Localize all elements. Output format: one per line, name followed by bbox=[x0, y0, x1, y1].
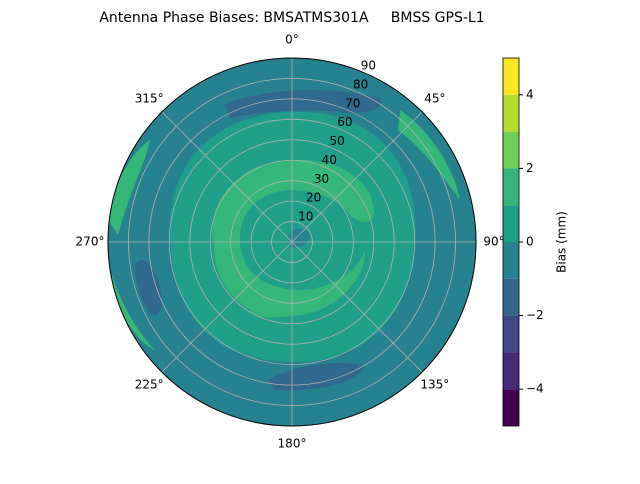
r-tick-label: 50 bbox=[329, 134, 344, 148]
grid-spoke bbox=[291, 111, 423, 243]
colorbar-band bbox=[503, 168, 519, 206]
r-tick-label: 80 bbox=[353, 77, 368, 91]
colorbar-band bbox=[503, 242, 519, 279]
colorbar-band bbox=[503, 389, 519, 426]
polar-frame bbox=[107, 57, 477, 427]
r-tick-label: 10 bbox=[298, 210, 313, 224]
colorbar-tick-label: 4 bbox=[526, 87, 534, 101]
r-tick-label: 30 bbox=[314, 172, 329, 186]
colorbar-tick-label: 0 bbox=[526, 235, 534, 249]
colorbar-band bbox=[503, 205, 519, 242]
colorbar-band bbox=[503, 315, 519, 353]
grid-spoke bbox=[161, 241, 293, 373]
colorbar-tick-label: −4 bbox=[526, 382, 544, 396]
r-tick-label: 20 bbox=[306, 191, 321, 205]
theta-tick-label: 135° bbox=[420, 377, 449, 391]
colorbar-tick-label: −2 bbox=[526, 308, 544, 322]
r-tick-label: 40 bbox=[322, 153, 337, 167]
theta-tick-label: 180° bbox=[278, 437, 307, 451]
contour-region bbox=[135, 260, 162, 316]
contour-region bbox=[108, 140, 150, 235]
r-tick-label: 90 bbox=[361, 59, 376, 73]
theta-tick-label: 270° bbox=[76, 235, 105, 249]
axes: 0° 45° 90° 135° 180° 225° 270° 315° 10 20 30 40 50 60… bbox=[76, 33, 505, 451]
theta-tick-label: 225° bbox=[135, 377, 164, 391]
contour-region bbox=[225, 89, 381, 118]
colorbar-band bbox=[503, 94, 519, 132]
colorbar-band bbox=[503, 58, 519, 95]
colorbar-band bbox=[503, 352, 519, 390]
colorbar-band bbox=[503, 278, 519, 316]
grid-spoke bbox=[161, 111, 293, 243]
contour-region bbox=[212, 159, 375, 318]
colorbar-tick-label: 2 bbox=[526, 161, 534, 175]
grid-spoke bbox=[291, 241, 423, 373]
theta-tick-label: 45° bbox=[424, 92, 445, 106]
colorbar-label: Bias (mm) bbox=[555, 211, 569, 273]
chart-title: Antenna Phase Biases: BMSATMS301A BMSS G… bbox=[99, 10, 484, 26]
r-tick-label: 70 bbox=[345, 96, 360, 110]
colorbar-band bbox=[503, 131, 519, 169]
theta-tick-label: 315° bbox=[135, 92, 164, 106]
contour-region bbox=[288, 228, 310, 248]
theta-tick-label: 0° bbox=[285, 33, 299, 47]
theta-tick-label: 90° bbox=[483, 235, 504, 249]
contour-region bbox=[110, 275, 155, 350]
r-tick-label: 60 bbox=[337, 115, 352, 129]
